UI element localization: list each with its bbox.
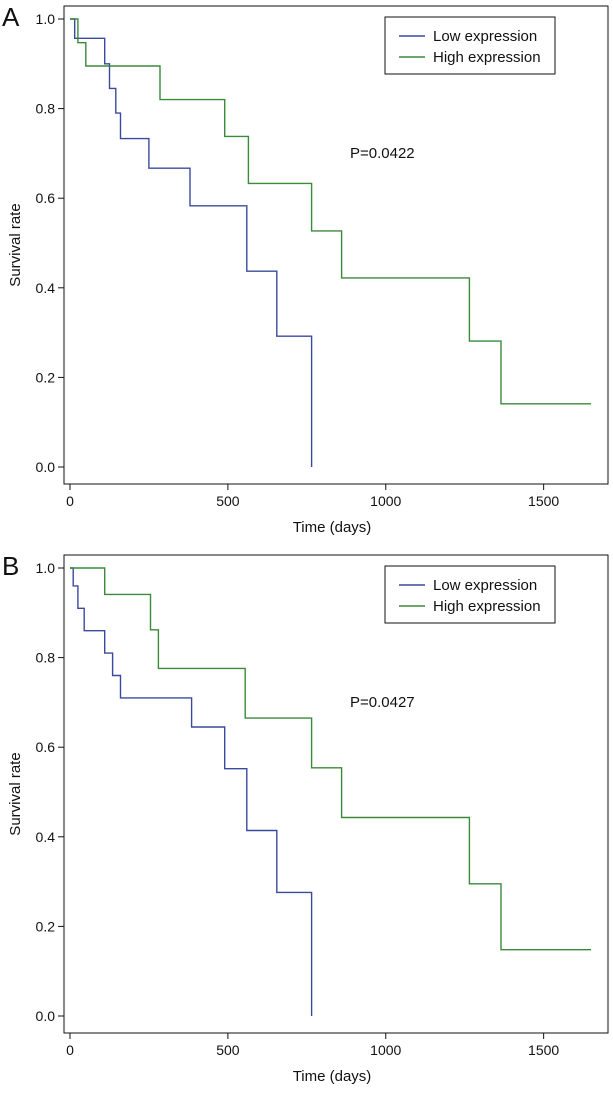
x-tick-label: 500 [216,1042,240,1058]
y-tick-label: 0.0 [36,1008,56,1024]
x-tick-label: 1500 [528,1042,559,1058]
legend-label-low: Low expression [433,28,537,45]
y-tick-label: 0.6 [36,190,56,206]
legend-label-high: High expression [433,598,541,615]
p-value-annotation: P=0.0422 [350,145,415,162]
x-tick-label: 0 [66,1042,74,1058]
x-tick-label: 0 [66,493,74,509]
x-tick-label: 1000 [370,1042,401,1058]
panel-letter: B [2,551,19,581]
y-tick-label: 0.8 [36,650,56,666]
legend-label-high: High expression [433,49,541,66]
panel-letter: A [2,2,20,32]
x-tick-label: 1500 [528,493,559,509]
y-tick-label: 0.8 [36,101,56,117]
plot-frame [63,554,609,1034]
y-tick-label: 0.4 [36,829,56,845]
km-chart-panel-b: B 0.0 0.2 0.4 0.6 0.8 1.0 0 500 1000 1500 Time (day… [2,551,609,1085]
y-tick-label: 0.6 [36,739,56,755]
x-tick-label: 500 [216,493,240,509]
survival-curve-high-expression [70,567,591,951]
plot-frame [63,5,609,485]
x-axis-label: Time (days) [293,519,372,536]
km-chart-panel-a: A 0.0 0.2 0.4 0.6 0.8 1.0 0 500 1000 1500 Time (day… [2,2,609,536]
survival-curve-low-expression [70,567,313,1016]
x-axis-label: Time (days) [293,1068,372,1085]
y-tick-label: 1.0 [36,11,56,27]
legend-box [384,565,556,624]
survival-curve-low-expression [70,18,313,467]
legend-label-low: Low expression [433,577,537,594]
y-tick-label: 0.2 [36,918,56,934]
legend-box [384,16,556,75]
p-value-annotation: P=0.0427 [350,694,415,711]
y-tick-label: 0.0 [36,459,56,475]
survival-curve-high-expression [70,18,591,405]
y-axis-label: Survival rate [7,203,24,286]
y-tick-label: 0.4 [36,280,56,296]
y-tick-label: 0.2 [36,369,56,385]
x-tick-label: 1000 [370,493,401,509]
y-axis-label: Survival rate [7,752,24,835]
y-tick-label: 1.0 [36,560,56,576]
